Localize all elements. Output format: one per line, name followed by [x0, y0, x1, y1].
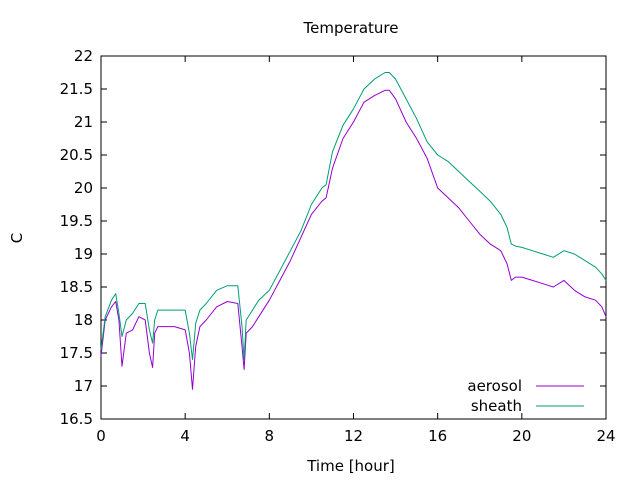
x-tick-label: 16	[428, 427, 447, 445]
series-layer	[100, 72, 607, 390]
y-tick-label: 19	[74, 245, 93, 263]
plot-frame	[100, 55, 607, 420]
x-tick-label: 20	[512, 427, 531, 445]
x-tick-label: 0	[96, 427, 106, 445]
y-tick-label: 17.5	[60, 344, 93, 362]
legend: aerosol sheath	[467, 377, 584, 415]
y-tick-label: 20	[74, 179, 93, 197]
legend-label-aerosol: aerosol	[467, 377, 522, 395]
y-axis-label: C	[8, 233, 26, 243]
y-tick-label: 16.5	[60, 410, 93, 428]
y-tick-label: 21.5	[60, 80, 93, 98]
x-tick-label: 8	[265, 427, 275, 445]
x-tick-label: 24	[596, 427, 615, 445]
y-tick-label: 21	[74, 113, 93, 131]
x-tick-label: 12	[344, 427, 363, 445]
chart-title: Temperature	[302, 19, 398, 37]
y-tick-label: 17	[74, 377, 93, 395]
y-tick-label: 18	[74, 311, 93, 329]
legend-label-sheath: sheath	[471, 397, 522, 415]
y-tick-label: 19.5	[60, 212, 93, 230]
x-tick-label: 4	[180, 427, 190, 445]
y-tick-label: 22	[74, 47, 93, 65]
series-line-sheath	[100, 72, 607, 361]
x-axis-label: Time [hour]	[306, 457, 395, 475]
series-line-aerosol	[100, 89, 607, 390]
y-tick-label: 20.5	[60, 146, 93, 164]
axis-ticks: 0 4 8 12 16 20 24 16.5 17 17.5 18 18.5 19 19.5 20 20.5 2…	[60, 47, 616, 445]
y-tick-label: 18.5	[60, 278, 93, 296]
